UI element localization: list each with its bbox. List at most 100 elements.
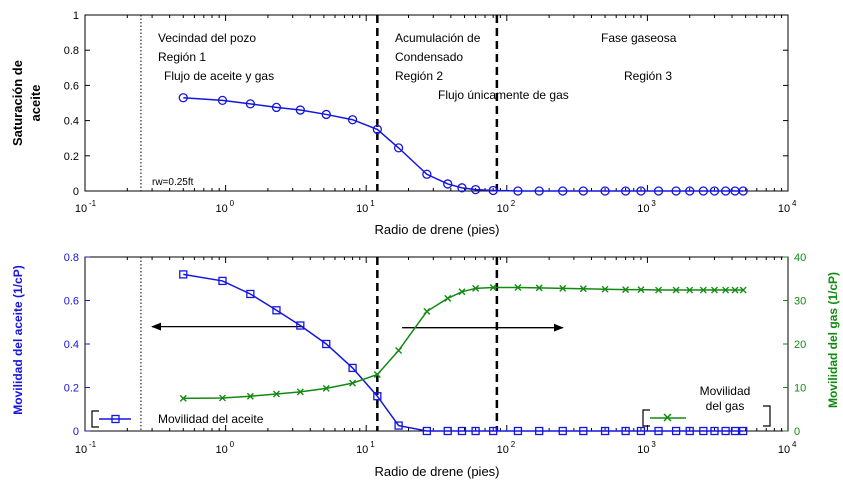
top-data-point: [372, 124, 382, 135]
gas-data-point: [722, 286, 730, 294]
gas-data-point: [373, 370, 381, 378]
gas-data-point: [514, 283, 522, 291]
oil-data-point: [443, 426, 452, 436]
top-data-point: [578, 186, 588, 196]
top-data-point: [295, 105, 305, 115]
gas-data-point: [423, 307, 431, 315]
gas-data-point: [395, 347, 403, 355]
bottom-series-oil-mobility: [179, 270, 748, 436]
bottom-y-tick-label-right: 30: [794, 296, 806, 308]
legend-gas-bracket-left: [642, 409, 650, 427]
bottom-x-tick-label: 10: [356, 444, 368, 456]
legend-gas-label-line2: del gas: [706, 399, 745, 413]
top-plot-area: [84, 14, 789, 192]
gas-data-point: [179, 394, 187, 402]
oil-data-point: [730, 426, 740, 436]
annotation-region2-line2: Condensado: [395, 50, 463, 64]
top-data-point: [558, 186, 568, 196]
bottom-y-tick-label-right: 10: [794, 383, 806, 395]
top-y-tick-label: 1: [73, 10, 79, 22]
top-y-tick-label: 0.8: [64, 45, 79, 57]
oil-data-point: [246, 289, 255, 299]
bottom-plot-area: [84, 256, 789, 432]
top-vertical-lines: [140, 15, 499, 191]
legend-gas-label-line1: Movilidad: [700, 384, 751, 398]
top-x-tick-exponent: 3: [651, 199, 656, 208]
bottom-y-tick-label-right: 0: [794, 426, 800, 438]
bottom-y-tick-label-left: 0.6: [64, 296, 79, 308]
top-data-point: [685, 186, 695, 196]
top-x-tick-exponent: 1: [370, 199, 375, 208]
top-x-tick-exponent: 4: [792, 199, 797, 208]
top-data-point: [470, 184, 481, 195]
oil-data-point: [422, 426, 431, 436]
annotation-gas-only: Flujo únicamente de gas: [438, 88, 569, 102]
annotation-region3-line2: Región 3: [624, 69, 672, 83]
gas-data-point: [472, 284, 480, 292]
gas-data-point: [559, 284, 567, 292]
legend-gas-marker: [663, 413, 672, 422]
oil-data-point: [685, 426, 694, 436]
oil-data-point: [710, 426, 719, 436]
top-data-point: [347, 115, 358, 125]
oil-data-point: [322, 339, 331, 349]
bottom-x-tick-label: 10: [637, 444, 649, 456]
oil-data-point: [654, 426, 663, 436]
top-series-saturation: [178, 93, 748, 196]
bottom-x-tick-exponent: 0: [230, 440, 235, 449]
top-y-label-line1: Saturación de: [10, 60, 25, 146]
gas-data-point: [622, 286, 630, 294]
bottom-arrows: [151, 322, 564, 332]
top-data-point: [422, 169, 432, 179]
annotation-region1-line3: Flujo de aceite y gas: [164, 69, 274, 83]
top-data-point: [720, 186, 731, 196]
oil-data-point: [348, 363, 357, 373]
annotation-region1-line2: Región 1: [158, 50, 206, 64]
top-data-point: [671, 186, 681, 196]
bottom-x-tick-exponent: 1: [370, 440, 375, 449]
bottom-y-tick-label-right: 20: [794, 339, 806, 351]
top-x-tick-exponent: -1: [89, 199, 97, 208]
top-y-label-line2: aceite: [28, 85, 43, 122]
gas-data-point: [444, 294, 452, 302]
oil-data-point: [558, 426, 567, 436]
annotation-rw: rw=0.25ft: [152, 177, 194, 188]
top-y-tick-label: 0.6: [64, 80, 79, 92]
gas-data-point: [296, 388, 304, 396]
top-data-point: [321, 109, 331, 120]
bottom-y-label-right: Movilidad del gas (1/cP): [826, 272, 840, 408]
bottom-y-label-left: Movilidad del aceite (1/cP): [11, 265, 25, 414]
top-data-point: [513, 186, 523, 196]
legend-gas: Movilidad del gas: [642, 384, 771, 427]
oil-data-point: [489, 426, 498, 436]
bottom-plot-frame: [84, 256, 789, 432]
oil-data-point: [671, 426, 681, 436]
gas-data-point: [686, 286, 694, 294]
annotation-region1-line1: Vecindad del pozo: [158, 31, 256, 45]
legend-oil-marker: [111, 414, 120, 424]
bottom-x-tick-exponent: -1: [89, 440, 97, 449]
bottom-y-tick-label-right: 40: [794, 252, 806, 264]
top-data-point: [636, 186, 646, 196]
legend-gas-bracket-right: [763, 405, 771, 427]
top-data-point: [271, 102, 282, 113]
top-data-point: [534, 186, 544, 196]
top-data-point: [698, 186, 709, 196]
gas-data-point: [699, 286, 707, 294]
gas-data-point: [322, 384, 330, 392]
top-data-point: [217, 95, 228, 106]
bottom-x-tick-label: 10: [778, 444, 790, 456]
bottom-y-tick-label-left: 0: [73, 426, 79, 438]
oil-data-point: [179, 270, 188, 279]
bottom-y-ticks-left: 0 0.2 0.4 0.6 0.8: [64, 252, 90, 438]
oil-data-point: [373, 392, 382, 401]
top-plot-frame: [84, 14, 789, 192]
oil-data-point: [471, 426, 480, 436]
annotation-region3-line1: Fase gaseosa: [601, 31, 677, 45]
bottom-x-tick-exponent: 3: [651, 440, 656, 449]
gas-data-point: [637, 286, 645, 294]
oil-series-line: [183, 273, 744, 432]
oil-data-point: [535, 426, 544, 436]
bottom-x-tick-label: 10: [215, 444, 227, 456]
